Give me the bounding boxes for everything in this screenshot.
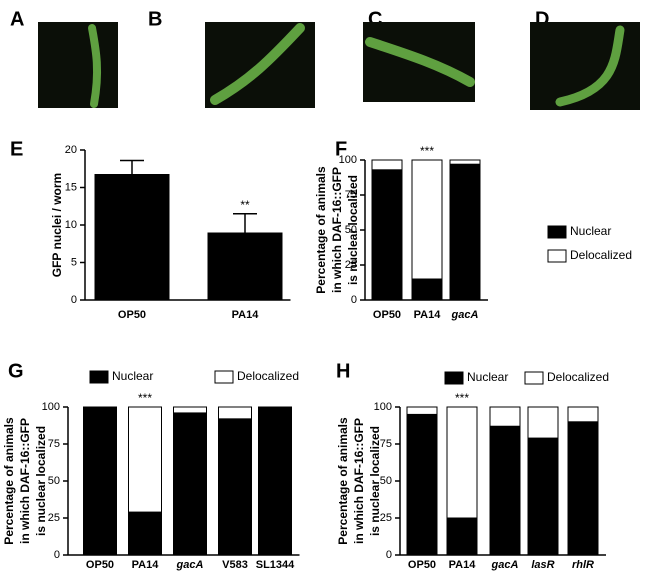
legend-label: Nuclear	[467, 370, 508, 384]
x-tick-label: gacA	[491, 559, 519, 571]
bar-segment	[527, 406, 559, 439]
bar-segment	[371, 159, 403, 171]
bar-segment	[411, 159, 443, 280]
y-tick-label: 10	[65, 219, 77, 231]
y-tick-label: 0	[71, 294, 77, 306]
bar	[94, 174, 170, 300]
y-tick-label: 75	[48, 438, 60, 450]
y-axis-label: Percentage of animals	[336, 417, 350, 545]
bar-segment	[406, 406, 438, 415]
y-tick-label: 25	[48, 512, 60, 524]
y-tick-label: 50	[380, 475, 392, 487]
legend-label: Nuclear	[570, 224, 611, 238]
x-tick-label: OP50	[118, 309, 146, 321]
panel-label: A	[10, 8, 24, 30]
bar-segment	[449, 159, 481, 165]
significance: **	[240, 198, 250, 212]
x-tick-label: PA14	[414, 309, 442, 321]
bar-segment	[173, 406, 207, 414]
micrograph	[530, 22, 640, 110]
micrograph	[38, 22, 118, 108]
bar-segment	[449, 163, 481, 301]
x-tick-label: gacA	[176, 559, 204, 571]
bar-segment	[411, 278, 443, 301]
y-axis-label: is nuclear localized	[368, 426, 382, 536]
y-axis-label: Percentage of animals	[2, 417, 16, 545]
panel-label: G	[8, 360, 24, 382]
y-tick-label: 100	[374, 401, 392, 413]
x-tick-label: PA14	[232, 309, 260, 321]
y-tick-label: 100	[42, 401, 60, 413]
y-axis-label: in which DAF-16::GFP	[18, 418, 32, 544]
x-tick-label: gacA	[451, 309, 479, 321]
y-axis-label: Percentage of animals	[314, 166, 328, 294]
significance: ***	[455, 391, 469, 405]
bar-segment	[371, 169, 403, 301]
y-tick-label: 50	[48, 475, 60, 487]
y-tick-label: 15	[65, 181, 77, 193]
y-tick-label: 0	[54, 549, 60, 561]
y-tick-label: 50	[345, 224, 357, 236]
panel-label: F	[335, 138, 347, 160]
x-tick-label: lasR	[531, 559, 554, 571]
legend-swatch	[214, 370, 234, 384]
x-tick-label: PA14	[449, 559, 477, 571]
y-tick-label: 0	[351, 294, 357, 306]
y-axis-label: in which DAF-16::GFP	[352, 418, 366, 544]
significance: ***	[420, 144, 434, 158]
bar-segment	[128, 511, 162, 556]
bar-segment	[489, 406, 521, 427]
legend-swatch	[547, 249, 567, 263]
y-axis-label: GFP nuclei / worm	[50, 173, 64, 277]
legend-swatch	[524, 371, 544, 385]
x-tick-label: rhlR	[572, 559, 594, 571]
legend-label: Delocalized	[237, 369, 299, 383]
x-tick-label: PA14	[132, 559, 160, 571]
y-tick-label: 5	[71, 256, 77, 268]
legend-swatch	[89, 370, 109, 384]
legend-label: Delocalized	[570, 248, 632, 262]
bar-segment	[128, 406, 162, 513]
x-tick-label: OP50	[86, 559, 114, 571]
y-tick-label: 100	[339, 154, 357, 166]
y-tick-label: 25	[380, 512, 392, 524]
bar-segment	[446, 517, 478, 556]
bar-segment	[258, 406, 292, 556]
micrograph	[363, 22, 475, 102]
significance: ***	[138, 391, 152, 405]
bar-segment	[489, 425, 521, 556]
y-tick-label: 25	[345, 259, 357, 271]
bar-segment	[173, 412, 207, 556]
bar-segment	[567, 406, 599, 423]
y-axis-label: is nuclear localized	[34, 426, 48, 536]
bar	[207, 232, 283, 300]
panel-label: E	[10, 138, 23, 160]
x-tick-label: OP50	[373, 309, 401, 321]
legend-swatch	[547, 225, 567, 239]
bar-segment	[567, 421, 599, 556]
bar-segment	[83, 406, 117, 556]
y-axis-label: is nuclear localized	[346, 175, 360, 285]
x-tick-label: SL1344	[256, 559, 295, 571]
panel-label: H	[336, 360, 350, 382]
bar-segment	[527, 437, 559, 556]
legend-label: Delocalized	[547, 370, 609, 384]
micrograph	[205, 22, 315, 108]
legend-label: Nuclear	[112, 369, 153, 383]
bar-segment	[406, 413, 438, 556]
y-tick-label: 75	[345, 189, 357, 201]
x-tick-label: V583	[222, 559, 248, 571]
y-tick-label: 20	[65, 144, 77, 156]
panel-label: B	[148, 8, 162, 30]
y-axis-label: in which DAF-16::GFP	[330, 167, 344, 293]
bar-segment	[218, 406, 252, 420]
x-tick-label: OP50	[408, 559, 436, 571]
bar-segment	[218, 418, 252, 556]
y-tick-label: 75	[380, 438, 392, 450]
legend-swatch	[444, 371, 464, 385]
bar-segment	[446, 406, 478, 519]
y-tick-label: 0	[386, 549, 392, 561]
